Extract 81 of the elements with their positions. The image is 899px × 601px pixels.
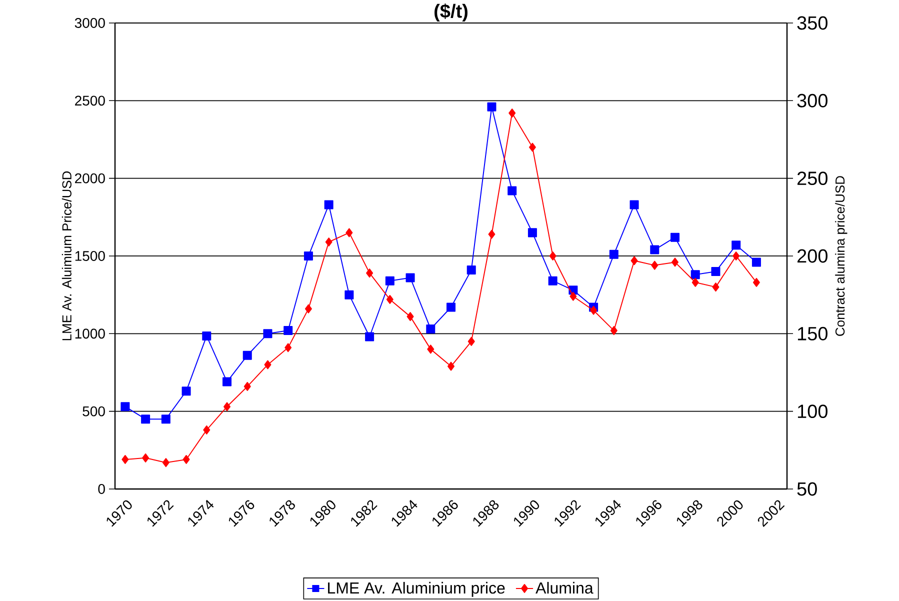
point xyxy=(122,454,129,464)
point xyxy=(263,329,272,338)
point xyxy=(549,251,556,260)
point xyxy=(406,273,415,282)
point xyxy=(609,250,618,259)
y-tick-label: 2500 xyxy=(75,96,105,106)
point xyxy=(466,265,476,274)
point xyxy=(344,290,354,300)
y2-tick-label: 250 xyxy=(797,172,828,186)
point xyxy=(202,331,212,340)
y2-tick-label: 50 xyxy=(797,482,817,496)
point xyxy=(651,260,658,270)
y-tick-label: 2000 xyxy=(75,173,105,184)
point xyxy=(670,232,680,242)
point xyxy=(120,402,130,412)
y-tick-label: 0 xyxy=(98,484,105,494)
legend-label: LME Av. Aluminium price xyxy=(328,582,505,597)
point xyxy=(752,258,761,267)
y-tick-label: 1000 xyxy=(75,328,105,339)
y-tick-label: 500 xyxy=(82,406,105,416)
point xyxy=(162,458,170,468)
y2-axis-title: Contract alumina price/USD xyxy=(835,176,848,336)
y2-tick-label: 350 xyxy=(797,16,828,30)
point xyxy=(570,292,577,301)
point xyxy=(264,360,272,370)
point xyxy=(528,228,537,238)
point xyxy=(346,228,353,238)
point xyxy=(324,200,334,210)
point xyxy=(161,414,170,424)
point xyxy=(672,258,679,267)
legend-label: Alumina xyxy=(536,582,594,594)
point xyxy=(244,382,251,391)
point xyxy=(732,240,741,250)
point xyxy=(406,312,414,322)
y-axis-title: LME Av. Aluimium Price/USD xyxy=(62,171,72,340)
point xyxy=(366,268,374,278)
point xyxy=(468,336,475,346)
point xyxy=(508,108,516,118)
point xyxy=(711,267,720,276)
point xyxy=(222,377,232,386)
point xyxy=(610,326,618,336)
y2-tick-label: 300 xyxy=(797,94,828,108)
point xyxy=(325,238,332,247)
point xyxy=(182,386,191,396)
point xyxy=(650,245,660,254)
y2-tick-label: 100 xyxy=(798,404,828,418)
y-tick-label: 3000 xyxy=(74,18,105,28)
point xyxy=(630,200,639,210)
point xyxy=(386,294,394,304)
point xyxy=(182,454,190,464)
y-tick-label: 1500 xyxy=(75,251,105,261)
y2-tick-label: 200 xyxy=(797,249,828,263)
point xyxy=(448,362,455,371)
point xyxy=(142,453,150,462)
point xyxy=(528,142,536,152)
point xyxy=(732,251,740,260)
point xyxy=(508,186,517,196)
point xyxy=(385,276,394,286)
point xyxy=(590,306,598,315)
point xyxy=(446,302,456,312)
point xyxy=(488,230,496,239)
point xyxy=(203,425,210,434)
point xyxy=(284,343,292,352)
y2-tick-label: 150 xyxy=(798,326,828,340)
point xyxy=(752,278,760,287)
point xyxy=(242,350,252,360)
point xyxy=(690,270,700,280)
point xyxy=(427,344,434,354)
point xyxy=(304,304,312,314)
point xyxy=(692,278,699,287)
point xyxy=(548,276,558,286)
point xyxy=(304,251,313,260)
point xyxy=(487,102,496,112)
point xyxy=(224,402,231,412)
chart-title: ($/t) xyxy=(434,4,468,22)
point xyxy=(141,414,150,424)
point xyxy=(426,324,436,334)
point xyxy=(365,332,374,342)
point xyxy=(630,256,638,266)
point xyxy=(284,326,293,336)
point xyxy=(712,282,720,292)
